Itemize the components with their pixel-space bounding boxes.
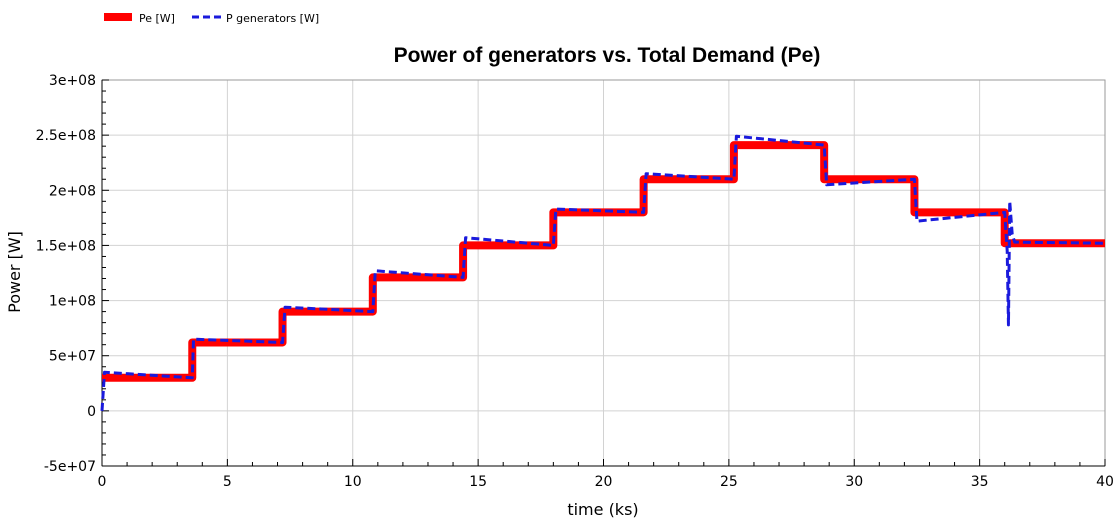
x-axis-label: time (ks) <box>567 500 638 519</box>
axes <box>101 79 1106 467</box>
y-tick-label: 2e+08 <box>49 183 96 199</box>
y-tick-label: 3e+08 <box>49 73 96 89</box>
series-group <box>100 134 1106 411</box>
series-line-1 <box>100 134 1106 411</box>
x-tick-label: 25 <box>720 474 738 490</box>
y-tick-label: 1e+08 <box>49 294 96 310</box>
y-tick-label: 0 <box>87 404 96 420</box>
x-tick-label: 10 <box>344 474 362 490</box>
tick-labels: 0 5 10 15 20 25 30 35 40-5e+0705e+071e+081.5e+08… <box>36 73 1114 490</box>
y-tick-label: 1.5e+08 <box>36 238 96 254</box>
x-tick-label: 5 <box>223 474 232 490</box>
x-tick-label: 20 <box>595 474 613 490</box>
x-tick-label: 35 <box>971 474 989 490</box>
legend-label-p-generators: P generators [W] <box>226 12 319 25</box>
x-tick-label: 30 <box>845 474 863 490</box>
y-tick-label: -5e+07 <box>44 459 96 475</box>
legend-label-pe: Pe [W] <box>139 12 175 25</box>
grid <box>101 79 1106 467</box>
x-tick-label: 0 <box>98 474 107 490</box>
y-tick-label: 2.5e+08 <box>36 128 96 144</box>
legend: Pe [W] P generators [W] <box>104 12 319 25</box>
y-axis-label: Power [W] <box>5 231 24 313</box>
y-tick-label: 5e+07 <box>49 349 96 365</box>
x-tick-label: 15 <box>469 474 487 490</box>
chart-title: Power of generators vs. Total Demand (Pe… <box>394 44 821 67</box>
x-tick-label: 40 <box>1096 474 1114 490</box>
legend-swatch-pe <box>104 13 132 21</box>
